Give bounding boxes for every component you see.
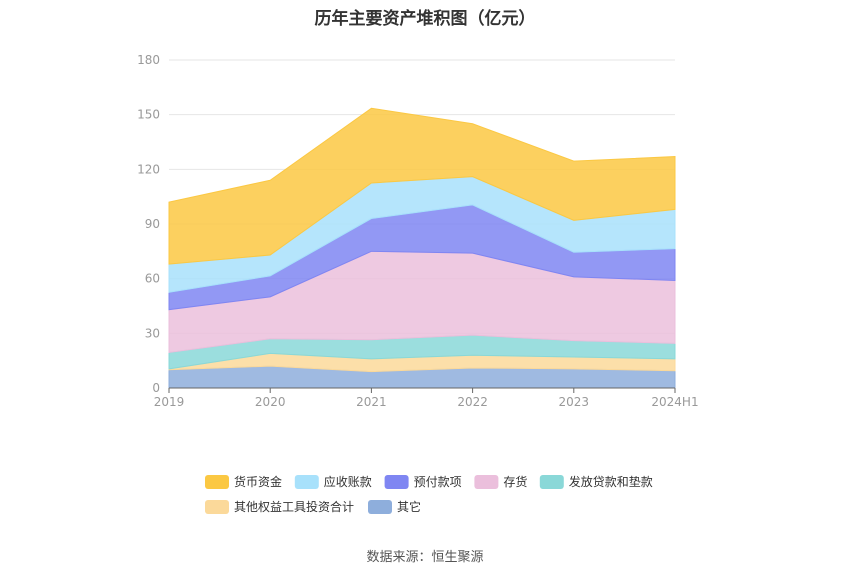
data-source-note: 数据来源：恒生聚源: [366, 550, 484, 565]
y-tick-label: 150: [137, 108, 160, 122]
legend-item-预付款项[interactable]: 预付款项: [384, 475, 462, 489]
legend-swatch: [539, 475, 564, 489]
legend-swatch: [205, 500, 229, 514]
y-tick-label: 60: [145, 272, 160, 286]
x-tick-label: 2021: [356, 395, 387, 409]
y-tick-label: 30: [145, 326, 160, 340]
x-tick-label: 2024H1: [651, 395, 698, 409]
legend-swatch: [294, 475, 319, 489]
x-tick-label: 2020: [255, 395, 286, 409]
legend-label: 存货: [503, 474, 527, 489]
legend-label: 货币资金: [234, 474, 282, 489]
x-tick-label: 2019: [154, 395, 185, 409]
legend-item-其它[interactable]: 其它: [368, 499, 421, 514]
legend-item-其他权益工具投资合计[interactable]: 其他权益工具投资合计: [205, 499, 354, 514]
legend-item-应收账款[interactable]: 应收账款: [294, 474, 372, 489]
y-tick-label: 0: [152, 381, 160, 395]
legend-swatch: [474, 475, 499, 489]
legend-item-货币资金[interactable]: 货币资金: [205, 474, 282, 489]
x-tick-label: 2022: [457, 395, 488, 409]
legend-swatch: [368, 500, 392, 514]
area-series-货币资金[interactable]: [168, 107, 676, 265]
legend-swatch: [384, 475, 409, 489]
area-series-group: [168, 107, 676, 389]
legend-swatch: [205, 475, 229, 489]
legend-label: 其他权益工具投资合计: [234, 499, 354, 514]
legend-item-发放贷款和垫款[interactable]: 发放贷款和垫款: [539, 474, 653, 489]
y-tick-label: 90: [145, 217, 160, 231]
chart-title: 历年主要资产堆积图（亿元）: [314, 9, 536, 29]
legend-label: 预付款项: [414, 475, 462, 489]
legend-label: 应收账款: [324, 474, 372, 489]
legend-label: 发放贷款和垫款: [569, 474, 653, 489]
x-tick-label: 2023: [559, 395, 590, 409]
y-tick-label: 120: [137, 162, 160, 176]
legend-label: 其它: [397, 499, 421, 514]
axes: 0 30 60 90 120 150 180 2019 2020 2021 2022 2023 2024…: [137, 53, 699, 409]
legend-item-存货[interactable]: 存货: [474, 474, 527, 489]
y-tick-label: 180: [137, 53, 160, 67]
